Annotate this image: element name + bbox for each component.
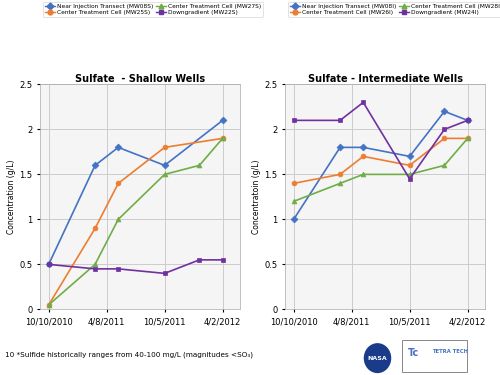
Text: TETRA TECH: TETRA TECH bbox=[432, 349, 468, 354]
Title: Sulfate  - Shallow Wells: Sulfate - Shallow Wells bbox=[75, 74, 205, 84]
FancyBboxPatch shape bbox=[402, 340, 468, 372]
Legend: Near Injection Transect (MW08S), Center Treatment Cell (MW25S), Center Treatment: Near Injection Transect (MW08S), Center … bbox=[43, 2, 263, 16]
Text: NASA: NASA bbox=[368, 356, 388, 361]
Ellipse shape bbox=[364, 343, 391, 373]
Text: Pilot Study Data - Sulfate: Pilot Study Data - Sulfate bbox=[6, 13, 244, 31]
Title: Sulfate - Intermediate Wells: Sulfate - Intermediate Wells bbox=[308, 74, 462, 84]
Legend: Near Injection Transect (MW08I), Center Treatment Cell (MW26I), Center Treatment: Near Injection Transect (MW08I), Center … bbox=[288, 2, 500, 16]
Text: Tc: Tc bbox=[408, 348, 420, 357]
Y-axis label: Concentration (g/L): Concentration (g/L) bbox=[8, 160, 16, 234]
Text: 10 *Sulfide historically ranges from 40-100 mg/L (magnitudes <SO₃): 10 *Sulfide historically ranges from 40-… bbox=[5, 351, 253, 358]
Y-axis label: Concentratoin (g/L): Concentratoin (g/L) bbox=[252, 160, 262, 234]
